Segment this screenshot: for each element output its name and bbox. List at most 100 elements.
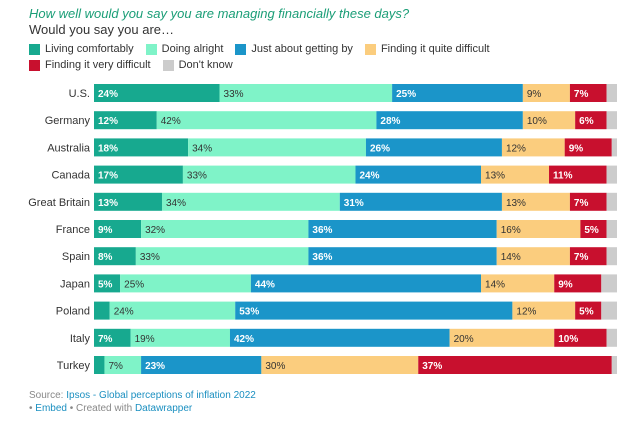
bar-segment (94, 328, 131, 347)
bar-segment (611, 356, 617, 374)
data-label: 28% (380, 116, 400, 127)
bar-segment (94, 192, 162, 211)
legend-label: Doing alright (161, 43, 224, 55)
bar-segment (418, 356, 612, 374)
footer-line: • Embed • Created with Datawrapper (29, 403, 192, 414)
category-label: Great Britain (28, 197, 90, 209)
data-label: 13% (485, 171, 505, 182)
category-label: Poland (56, 306, 90, 318)
data-label: 14% (501, 252, 521, 263)
bar-segment (308, 247, 497, 266)
data-label: 20% (454, 334, 474, 345)
data-label: 42% (161, 116, 181, 127)
legend-item: Living comfortably (29, 43, 134, 55)
bar-segment (606, 111, 617, 130)
bar-segment (94, 84, 220, 102)
bar-segment (522, 84, 570, 102)
data-label: 5% (579, 307, 594, 318)
legend-swatch (145, 43, 157, 55)
bar-segment (94, 138, 189, 157)
embed-link[interactable]: Embed (35, 403, 67, 414)
legend-label: Don't know (178, 59, 233, 71)
data-label: 34% (166, 198, 186, 209)
bar-segment (161, 192, 340, 211)
data-label: 23% (145, 361, 165, 372)
bar-segment (554, 274, 602, 293)
data-label: 36% (312, 252, 332, 263)
bar-segment (575, 301, 602, 320)
category-label: U.S. (69, 88, 90, 100)
data-label: 16% (501, 225, 521, 236)
legend-swatch (162, 59, 174, 71)
category-label: Australia (47, 142, 91, 154)
bar-segment (308, 220, 497, 238)
legend-swatch (364, 43, 376, 55)
category-label: France (56, 224, 90, 236)
data-label: 37% (422, 361, 442, 372)
source-line: Source: Ipsos - Global perceptions of in… (29, 390, 256, 401)
data-label: 17% (98, 171, 118, 182)
legend-swatch (29, 43, 40, 55)
legend-item: Don't know (162, 59, 233, 71)
data-label: 44% (255, 279, 275, 290)
bar-segment (606, 328, 617, 347)
category-label: Canada (51, 170, 90, 182)
data-label: 12% (98, 116, 118, 127)
bar-segment (496, 247, 570, 266)
data-label: 33% (140, 252, 160, 263)
chart-title: How well would you say you are managing … (29, 6, 410, 21)
bar-segment (501, 192, 570, 211)
bar-segment (564, 138, 612, 157)
data-label: 25% (124, 279, 144, 290)
data-label: 7% (574, 198, 589, 209)
bar-segment (606, 192, 617, 211)
chart-subtitle: Would you say you are… (29, 22, 174, 37)
data-label: 10% (527, 116, 547, 127)
data-label: 7% (574, 89, 589, 100)
bar-segment (261, 356, 419, 374)
footer-bullet: • (29, 403, 36, 414)
data-label: 9% (98, 225, 113, 236)
data-label: 24% (360, 171, 380, 182)
bar-segment (94, 301, 110, 320)
data-label: 7% (98, 334, 113, 345)
datawrapper-link[interactable]: Datawrapper (134, 403, 193, 414)
source-prefix: Source: (29, 390, 67, 401)
bar-segment (606, 165, 617, 184)
bar-segment (188, 138, 366, 157)
bar-segment (94, 356, 105, 374)
bar-segment (141, 356, 262, 374)
bar-segment (611, 138, 617, 157)
bar-segment (575, 111, 607, 130)
footer-middle: • Created with (66, 403, 135, 414)
data-label: 53% (239, 307, 259, 318)
data-label: 11% (553, 171, 573, 182)
legend: Living comfortably Doing alright Just abou… (29, 43, 619, 75)
bar-segment (130, 328, 230, 347)
data-label: 12% (516, 307, 536, 318)
data-label: 9% (569, 143, 584, 154)
legend-item: Doing alright (145, 43, 224, 55)
bar-segment (156, 111, 377, 130)
data-label: 30% (265, 361, 285, 372)
bar-segment (141, 220, 309, 238)
bar-segment (219, 84, 393, 102)
bar-segment (94, 247, 136, 266)
data-label: 18% (98, 143, 118, 154)
bar-segment (606, 84, 617, 102)
bar-segment (606, 220, 617, 238)
bar-segment (481, 165, 550, 184)
bar-segment (569, 247, 607, 266)
data-label: 24% (114, 307, 134, 318)
data-label: 25% (396, 89, 416, 100)
bar-segment (235, 301, 513, 320)
data-label: 12% (506, 143, 526, 154)
category-label: Turkey (57, 360, 91, 372)
data-label: 19% (135, 334, 155, 345)
source-link[interactable]: Ipsos - Global perceptions of inflation … (66, 390, 256, 401)
data-label: 34% (192, 143, 212, 154)
bar-segment (580, 220, 607, 238)
bar-segment (606, 247, 617, 266)
bar-segment (554, 328, 607, 347)
